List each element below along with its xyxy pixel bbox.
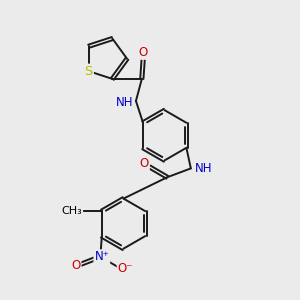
Text: CH₃: CH₃ [61,206,82,216]
Text: O: O [71,259,80,272]
Text: S: S [85,65,93,78]
Text: O⁻: O⁻ [118,262,133,275]
Text: O: O [140,158,149,170]
Text: NH: NH [116,96,134,109]
Text: N⁺: N⁺ [94,250,109,263]
Text: NH: NH [194,162,212,175]
Text: O: O [139,46,148,59]
